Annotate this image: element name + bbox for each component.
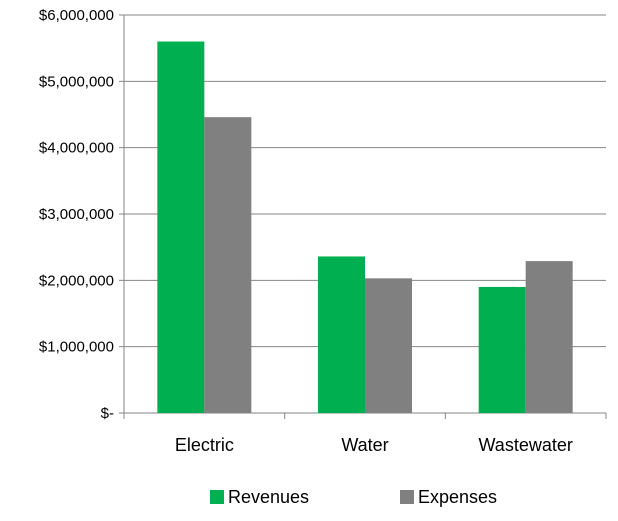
- axis-labels: $- $1,000,000 $2,000,000 $3,000,000 $4,000,0…: [39, 7, 573, 455]
- bar-revenues-electric: [157, 41, 205, 414]
- y-tick-label: $1,000,000: [39, 339, 114, 356]
- bar-expenses-electric: [204, 117, 252, 414]
- x-category-label: Electric: [175, 435, 234, 455]
- x-category-label: Wastewater: [478, 435, 572, 455]
- y-tick-label: $6,000,000: [39, 7, 114, 24]
- bar-revenues-water: [318, 256, 365, 413]
- bar-expenses-water: [365, 278, 412, 413]
- y-tick-label: $3,000,000: [39, 206, 114, 223]
- legend: Revenues Expenses: [210, 487, 497, 507]
- legend-label-revenues: Revenues: [228, 487, 309, 507]
- legend-swatch-revenues: [210, 490, 224, 504]
- bar-expenses-wastewater: [525, 261, 573, 413]
- x-category-label: Water: [341, 435, 388, 455]
- bars: [157, 41, 573, 414]
- legend-label-expenses: Expenses: [418, 487, 497, 507]
- bar-revenues-wastewater: [478, 286, 526, 413]
- y-tick-label: $4,000,000: [39, 140, 114, 157]
- y-tick-label: $2,000,000: [39, 272, 114, 289]
- y-tick-label: $5,000,000: [39, 73, 114, 90]
- y-tick-label: $-: [101, 405, 114, 422]
- legend-swatch-expenses: [400, 490, 414, 504]
